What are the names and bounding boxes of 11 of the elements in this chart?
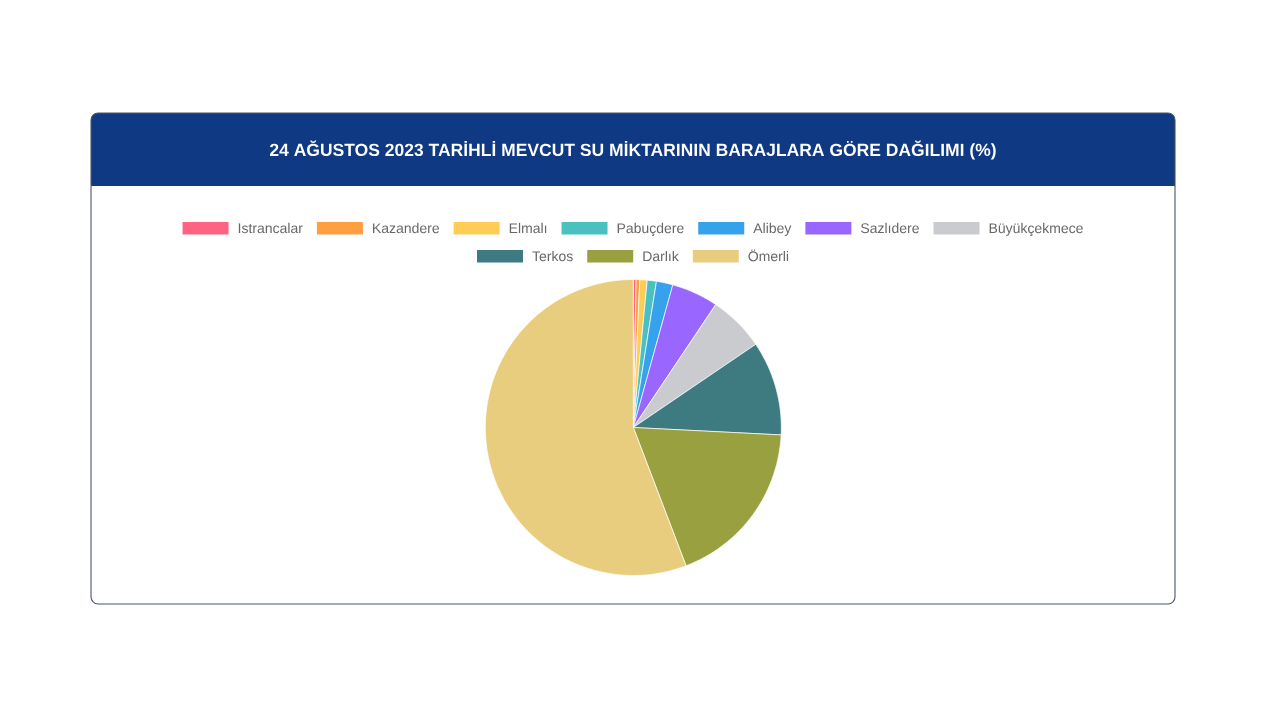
legend-label: Istrancalar bbox=[238, 222, 303, 234]
chart-title: 24 AĞUSTOS 2023 TARİHLİ MEVCUT SU MİKTARININ BARAJLARA GÖRE DAĞILIMI (%) bbox=[269, 140, 996, 160]
legend-label: Ömerli bbox=[748, 249, 789, 262]
legend-label: Kazandere bbox=[373, 222, 439, 234]
legend-label: Alibey bbox=[753, 222, 792, 236]
legend-label: Büyükçekmece bbox=[989, 222, 1083, 236]
legend-label: Terkos bbox=[532, 250, 573, 262]
legend-label: Darlık bbox=[643, 250, 679, 262]
legend-label: Sazlıdere bbox=[861, 222, 919, 234]
legend-label: Elmalı bbox=[509, 222, 547, 234]
legend-label: Pabuçdere bbox=[617, 222, 684, 236]
